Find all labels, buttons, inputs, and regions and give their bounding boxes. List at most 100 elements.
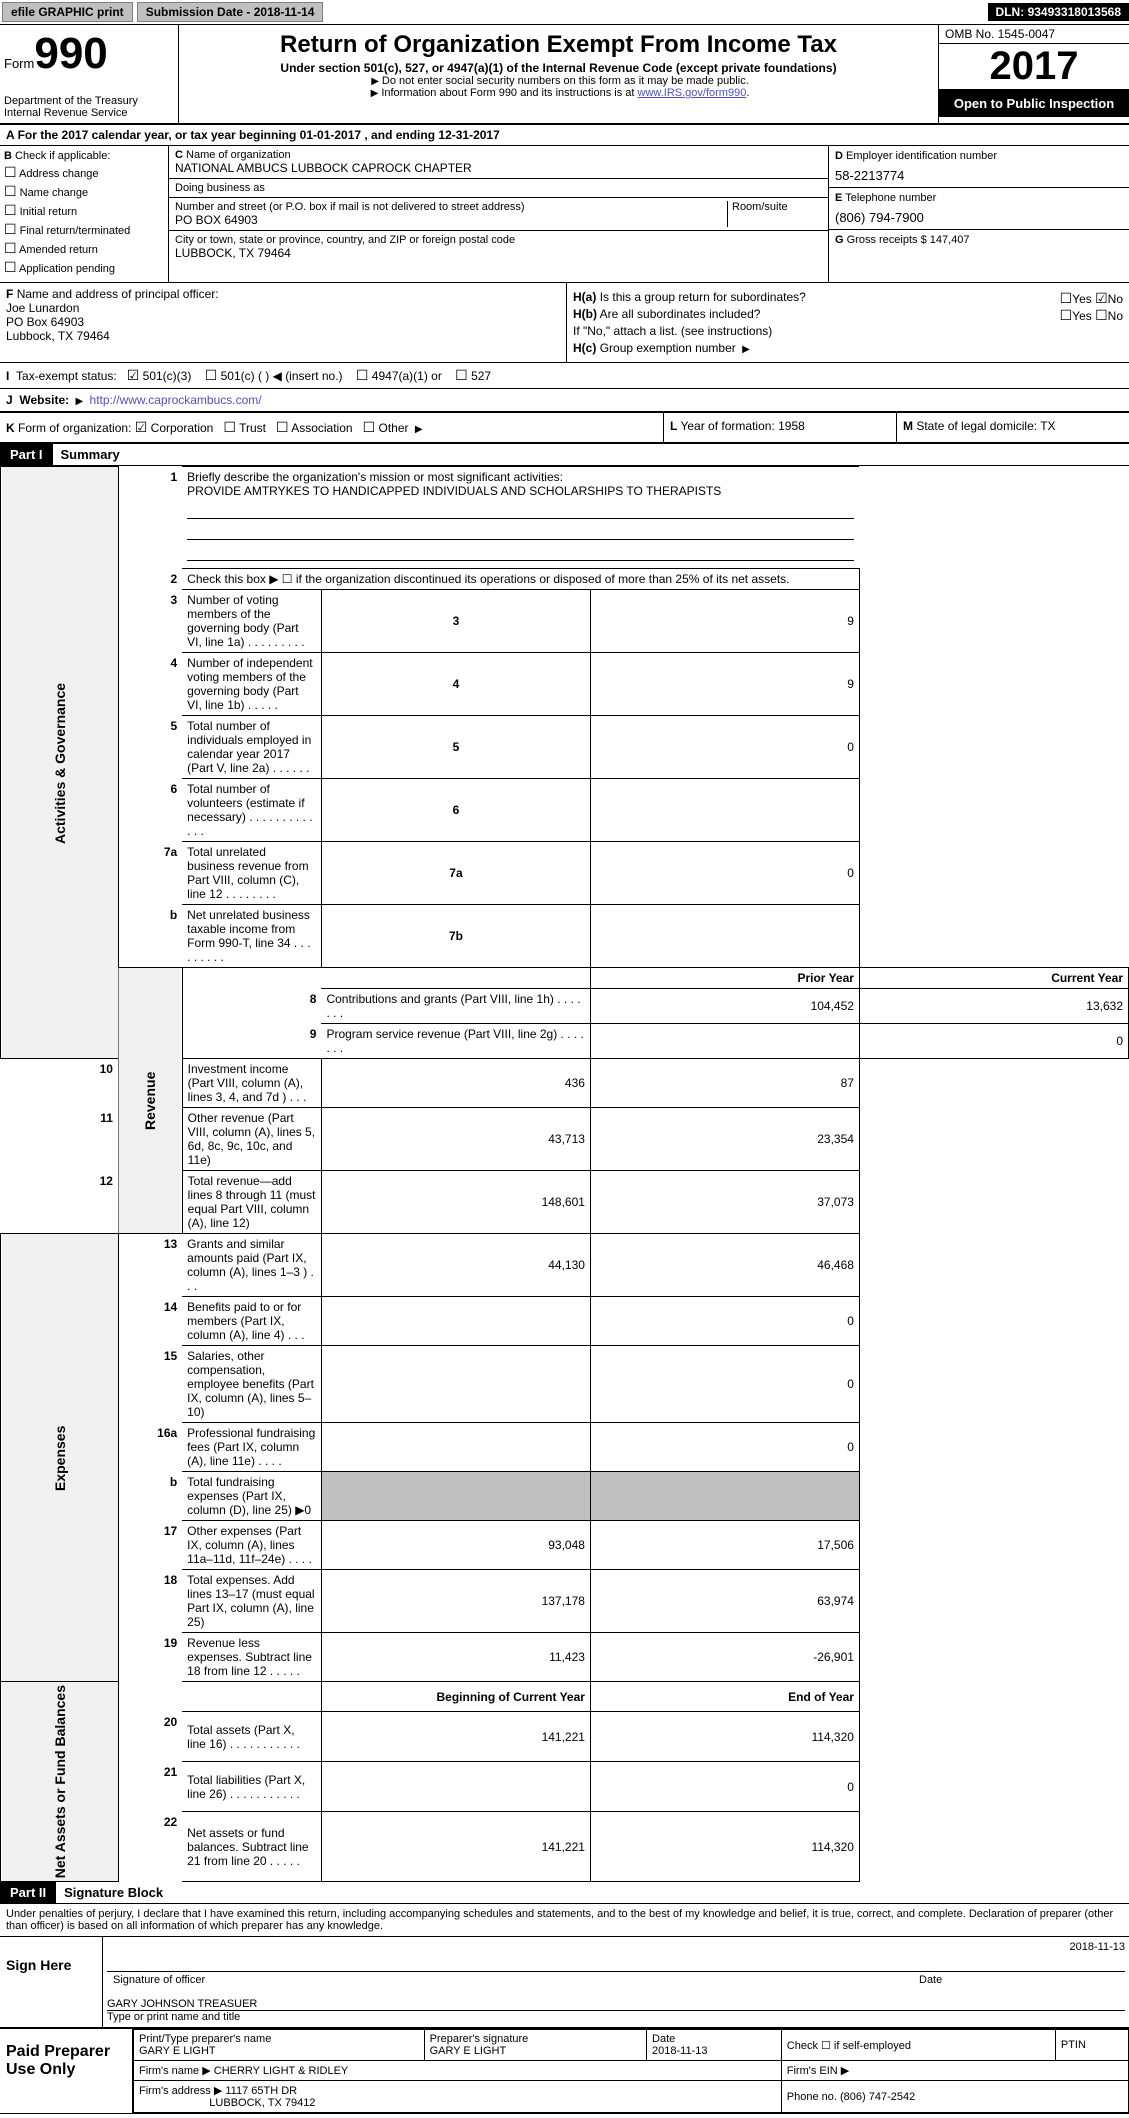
room-label: Room/suite xyxy=(732,201,788,213)
j-label: Website: xyxy=(19,393,69,407)
dept1: Department of the Treasury xyxy=(4,95,174,107)
l19: Revenue less expenses. Subtract line 18 … xyxy=(182,1633,321,1682)
form-subtitle1: Under section 501(c), 527, or 4947(a)(1)… xyxy=(183,61,934,75)
gross-receipts: 147,407 xyxy=(930,234,970,246)
header-center: Return of Organization Exempt From Incom… xyxy=(179,25,938,123)
l20: Total assets (Part X, line 16) . . . . .… xyxy=(182,1712,321,1762)
l9: Program service revenue (Part VIII, line… xyxy=(321,1024,590,1059)
part2-header: Part II Signature Block xyxy=(0,1882,1129,1904)
col-b: B Check if applicable: Address change Na… xyxy=(0,146,169,282)
l21p xyxy=(321,1762,590,1812)
cb-application[interactable] xyxy=(4,263,17,275)
l17c: 17,506 xyxy=(590,1521,859,1570)
g-label: Gross receipts $ xyxy=(847,234,927,246)
k-corp-cb[interactable] xyxy=(135,421,148,435)
l13: Grants and similar amounts paid (Part IX… xyxy=(182,1234,321,1297)
k-assoc-cb[interactable] xyxy=(276,421,289,435)
warn2-text: Information about Form 990 and its instr… xyxy=(381,87,634,99)
hb-no: No xyxy=(1108,309,1123,323)
discuss-row: May the IRS discuss this return with the… xyxy=(0,2114,1129,2118)
l17: Other expenses (Part IX, column (A), lin… xyxy=(182,1521,321,1570)
c-name-label: Name of organization xyxy=(186,149,291,161)
l16bc xyxy=(590,1472,859,1521)
dba-label: Doing business as xyxy=(175,182,265,194)
i-501c3-cb[interactable] xyxy=(127,369,140,383)
summary-table: Activities & Governance 1 Briefly descri… xyxy=(0,466,1129,1882)
l20p: 141,221 xyxy=(321,1712,590,1762)
warn2: Information about Form 990 and its instr… xyxy=(183,87,934,99)
i-527-cb[interactable] xyxy=(455,369,468,383)
k-trust-cb[interactable] xyxy=(223,421,236,435)
k-opt0: Corporation xyxy=(151,421,214,435)
hb-yes-cb[interactable] xyxy=(1060,309,1073,323)
l7b: Net unrelated business taxable income fr… xyxy=(182,905,321,968)
irs-link[interactable]: www.IRS.gov/form990 xyxy=(638,87,747,99)
ha-no-cb[interactable] xyxy=(1095,292,1108,306)
l5n: 5 xyxy=(321,716,590,779)
col-m: M State of legal domicile: TX xyxy=(896,413,1129,442)
hb-no-cb[interactable] xyxy=(1095,309,1108,323)
l16a: Professional fundraising fees (Part IX, … xyxy=(182,1423,321,1472)
b-opt4: Amended return xyxy=(19,244,98,256)
sign-body: 2018-11-13 Signature of officer Date GAR… xyxy=(102,1937,1129,2027)
open-public: Open to Public Inspection xyxy=(939,90,1129,117)
b-opt3: Final return/terminated xyxy=(20,225,131,237)
l14: Benefits paid to or for members (Part IX… xyxy=(182,1297,321,1346)
k-label: Form of organization: xyxy=(18,421,131,435)
l2: Check this box ▶ ☐ if the organization d… xyxy=(182,569,859,590)
l21c: 0 xyxy=(590,1762,859,1812)
city-label: City or town, state or province, country… xyxy=(175,234,515,246)
part2-text: Under penalties of perjury, I declare th… xyxy=(0,1904,1129,1936)
k-other-cb[interactable] xyxy=(363,421,376,435)
efile-button[interactable]: efile GRAPHIC print xyxy=(2,2,133,22)
sig-of-officer: Signature of officer xyxy=(107,1972,913,1988)
l7a: Total unrelated business revenue from Pa… xyxy=(182,842,321,905)
telephone: (806) 794-7900 xyxy=(835,204,1123,225)
cb-address[interactable] xyxy=(4,168,17,180)
l5v: 0 xyxy=(590,716,859,779)
l22c: 114,320 xyxy=(590,1812,859,1882)
form-title: Return of Organization Exempt From Incom… xyxy=(183,31,934,59)
cb-initial[interactable] xyxy=(4,206,17,218)
b-opt0: Address change xyxy=(19,168,99,180)
cb-namechange[interactable] xyxy=(4,187,17,199)
b-opt2: Initial return xyxy=(20,206,77,218)
l3n: 3 xyxy=(321,590,590,653)
l12p: 148,601 xyxy=(321,1171,590,1234)
i-label: Tax-exempt status: xyxy=(16,369,117,383)
topbar: efile GRAPHIC print Submission Date - 20… xyxy=(0,0,1129,25)
l20c: 114,320 xyxy=(590,1712,859,1762)
cb-amended[interactable] xyxy=(4,244,17,256)
officer-line3: Lubbock, TX 79464 xyxy=(6,329,110,343)
l7an: 7a xyxy=(321,842,590,905)
section-a: A For the 2017 calendar year, or tax yea… xyxy=(0,125,1129,146)
l9p xyxy=(590,1024,859,1059)
i-4947-cb[interactable] xyxy=(356,369,369,383)
k-opt2: Association xyxy=(291,421,352,435)
form-label: Form xyxy=(4,56,34,71)
form-number: 990 xyxy=(34,29,107,79)
dept2: Internal Revenue Service xyxy=(4,107,174,119)
i-opt1: 501(c) ( ) xyxy=(221,369,270,383)
dln-box: DLN: 93493318013568 xyxy=(988,3,1129,21)
firm-addr1: 1117 65TH DR xyxy=(225,2085,297,2097)
preparer: Paid Preparer Use Only Print/Type prepar… xyxy=(0,2029,1129,2114)
col-c: C Name of organization NATIONAL AMBUCS L… xyxy=(169,146,828,282)
block-fh: F Name and address of principal officer:… xyxy=(0,283,1129,363)
warn1-text: Do not enter social security numbers on … xyxy=(382,75,749,87)
side-expenses: Expenses xyxy=(1,1234,119,1682)
i-501c-cb[interactable] xyxy=(205,369,218,383)
l22: Net assets or fund balances. Subtract li… xyxy=(182,1812,321,1882)
l8p: 104,452 xyxy=(590,989,859,1024)
l11: Other revenue (Part VIII, column (A), li… xyxy=(182,1108,321,1171)
l14p xyxy=(321,1297,590,1346)
l6n: 6 xyxy=(321,779,590,842)
part2-title: Signature Block xyxy=(56,1885,163,1900)
website-link[interactable]: http://www.caprockambucs.com/ xyxy=(90,393,262,407)
ha-yes-cb[interactable] xyxy=(1060,292,1073,306)
cb-final[interactable] xyxy=(4,225,17,237)
l5: Total number of individuals employed in … xyxy=(182,716,321,779)
l12c: 37,073 xyxy=(590,1171,859,1234)
ein-label: Employer identification number xyxy=(846,150,997,162)
prep-sig-label: Preparer's signature xyxy=(430,2033,529,2045)
